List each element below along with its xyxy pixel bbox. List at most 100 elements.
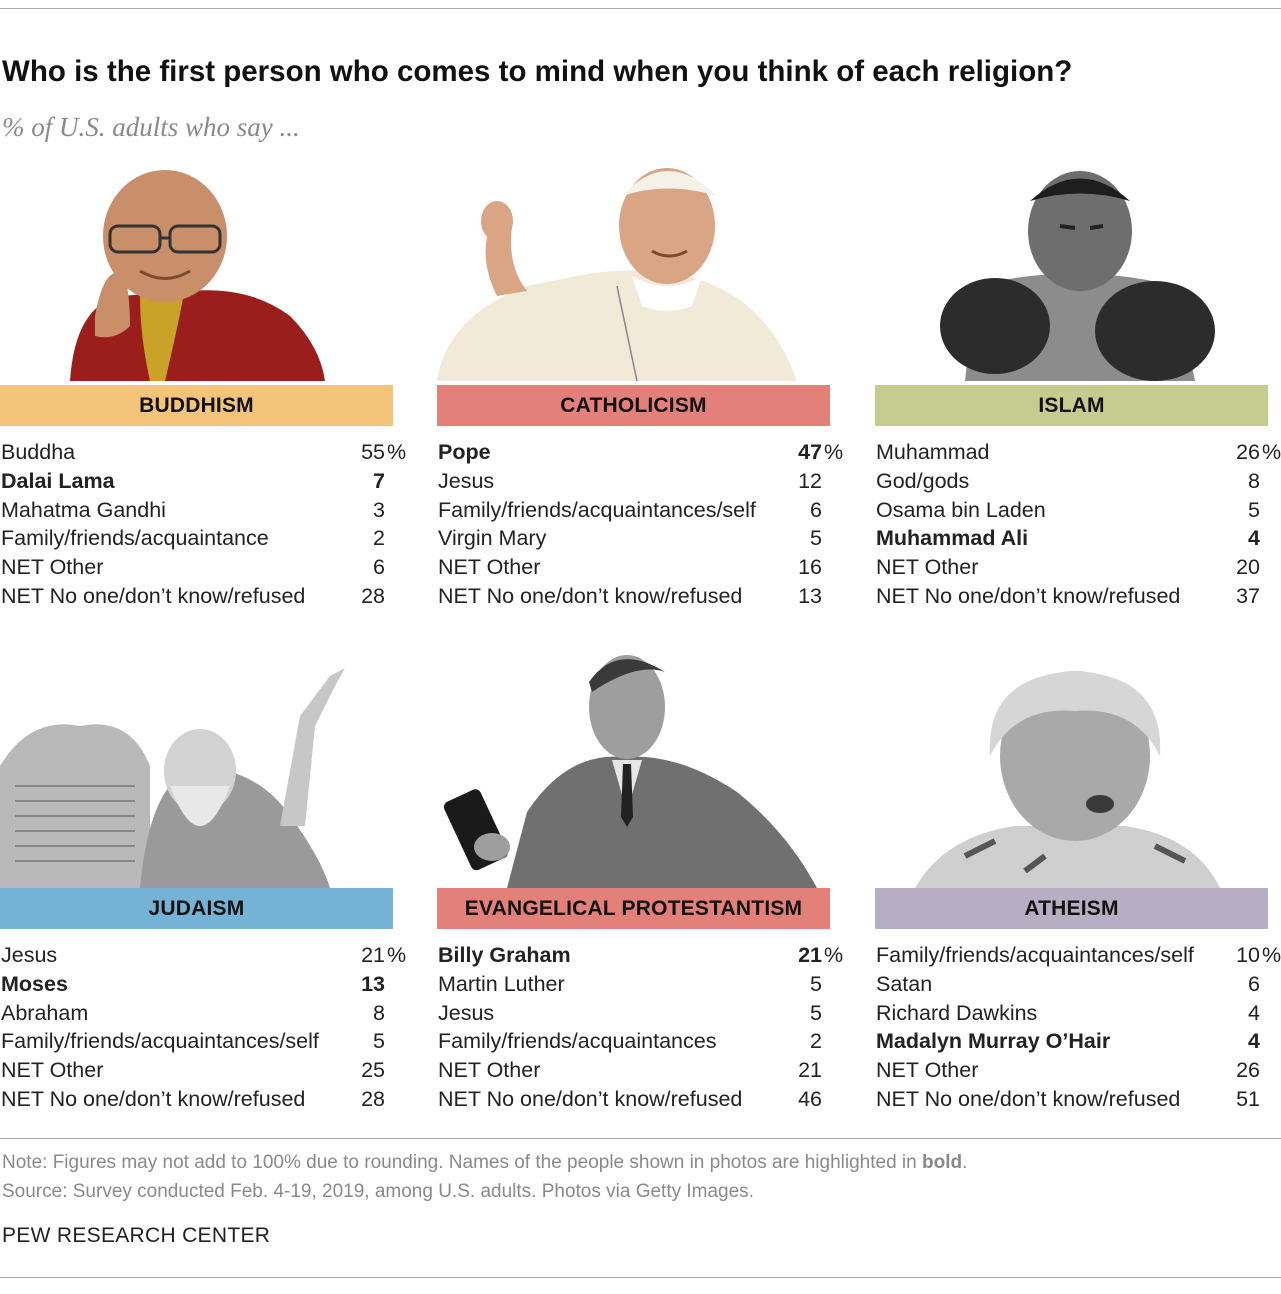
table-row: Muhammad 26% [875,438,1281,467]
table-row: Family/friends/acquaintances/self 5 [0,1027,410,1056]
row-label: NET Other [1,555,104,580]
band-atheism: ATHEISM [875,888,1268,929]
brand-logo-text: PEW RESEARCH CENTER [2,1224,271,1247]
table-row: God/gods 8 [875,467,1281,496]
row-label: Family/friends/acquaintance [1,526,269,551]
row-label: Buddha [1,440,76,464]
rows-islam: Muhammad 26% God/gods 8 Osama bin Laden 5 M… [875,438,1281,611]
row-label: Family/friends/acquaintances/self [438,497,756,522]
row-label: NET No one/don’t know/refused [876,583,1181,608]
row-value: 10 [1236,943,1260,967]
row-percent-sign: % [1262,943,1281,967]
row-label: Family/friends/acquaintances/self [1,1029,319,1054]
row-value: 26 [1236,1058,1260,1083]
row-label: Pope [438,440,491,464]
row-label: Osama bin Laden [876,497,1046,522]
table-row: Family/friends/acquaintances/self 6 [437,496,847,525]
row-label: NET Other [1,1058,104,1083]
table-row: Pope 47% [437,438,847,467]
row-label: Jesus [438,1000,495,1025]
row-value: 51 [1236,1086,1260,1111]
row-value: 16 [798,555,822,580]
footer-rule [0,1138,1281,1139]
table-row: NET No one/don’t know/refused 37 [875,582,1281,611]
table-row: NET No one/don’t know/refused 28 [0,582,410,611]
row-value: 20 [1236,555,1260,580]
row-label: Mahatma Gandhi [1,497,166,522]
row-label: Jesus [438,468,495,493]
table-row: Jesus 5 [437,999,847,1028]
row-label: Muhammad [876,440,990,464]
table-row: NET Other 16 [437,553,847,582]
band-islam: ISLAM [875,385,1268,426]
row-value: 7 [373,468,385,493]
row-value: 25 [361,1058,385,1083]
row-value: 6 [1248,971,1260,996]
row-value: 13 [361,971,385,996]
table-row: NET Other 20 [875,553,1281,582]
table-row: Martin Luther 5 [437,970,847,999]
table-row: NET Other 6 [0,553,410,582]
billy-graham-photo [437,642,830,888]
row-value: 55 [361,440,385,464]
row-value: 46 [798,1086,822,1111]
row-value: 4 [1248,526,1260,551]
table-row: Moses 13 [0,970,410,999]
row-label: Abraham [1,1000,89,1025]
rows-judaism: Jesus 21% Moses 13 Abraham 8 Family/friends… [0,941,410,1114]
table-row: Buddha 55% [0,438,410,467]
row-value: 5 [810,1000,822,1025]
row-label: God/gods [876,468,970,493]
band-judaism: JUDAISM [0,888,393,929]
row-percent-sign: % [824,943,844,967]
table-row: Satan 6 [875,970,1281,999]
row-label: Satan [876,971,933,996]
row-value: 28 [361,1086,385,1111]
row-label: Muhammad Ali [876,526,1029,551]
row-value: 4 [1248,1000,1260,1025]
row-value: 47 [798,440,822,464]
table-row: NET Other 26 [875,1056,1281,1085]
pope-photo [437,166,830,381]
table-row: Jesus 21% [0,941,410,970]
row-label: Family/friends/acquaintances/self [876,943,1194,967]
band-catholicism: CATHOLICISM [437,385,830,426]
row-value: 8 [373,1000,385,1025]
table-row: NET Other 25 [0,1056,410,1085]
table-row: Muhammad Ali 4 [875,524,1281,553]
row-value: 6 [810,497,822,522]
band-evangelical-protestantism: EVANGELICAL PROTESTANTISM [437,888,830,929]
table-row: Family/friends/acquaintance 2 [0,524,410,553]
dalai-lama-photo [0,166,393,381]
row-label: NET No one/don’t know/refused [1,1086,306,1111]
row-value: 5 [1248,497,1260,522]
row-value: 21 [798,1058,822,1083]
bottom-rule [0,1277,1281,1278]
table-row: Mahatma Gandhi 3 [0,496,410,525]
row-label: Martin Luther [438,971,565,996]
row-label: Moses [1,971,68,996]
row-label: NET No one/don’t know/refused [438,583,743,608]
row-value: 8 [1248,468,1260,493]
row-label: NET No one/don’t know/refused [438,1086,743,1111]
row-value: 2 [373,526,385,551]
table-row: NET No one/don’t know/refused 51 [875,1085,1281,1114]
table-row: NET No one/don’t know/refused 46 [437,1085,847,1114]
note-bold-word: bold [921,1152,963,1173]
note-end: . [962,1152,968,1173]
muhammad-ali-photo [875,166,1268,381]
row-value: 26 [1236,440,1260,464]
row-label: NET No one/don’t know/refused [876,1086,1181,1111]
row-percent-sign: % [824,440,844,464]
rows-catholicism: Pope 47% Jesus 12 Family/friends/acquainta… [437,438,847,611]
row-label: Dalai Lama [1,468,115,493]
row-value: 5 [373,1029,385,1054]
rows-atheism: Family/friends/acquaintances/self 10% Sat… [875,941,1281,1114]
source-note: Source: Survey conducted Feb. 4-19, 2019… [2,1181,754,1202]
row-value: 3 [373,497,385,522]
table-row: NET No one/don’t know/refused 13 [437,582,847,611]
table-row: Richard Dawkins 4 [875,999,1281,1028]
top-rule [0,8,1281,9]
row-value: 5 [810,526,822,551]
row-label: Billy Graham [438,943,571,967]
